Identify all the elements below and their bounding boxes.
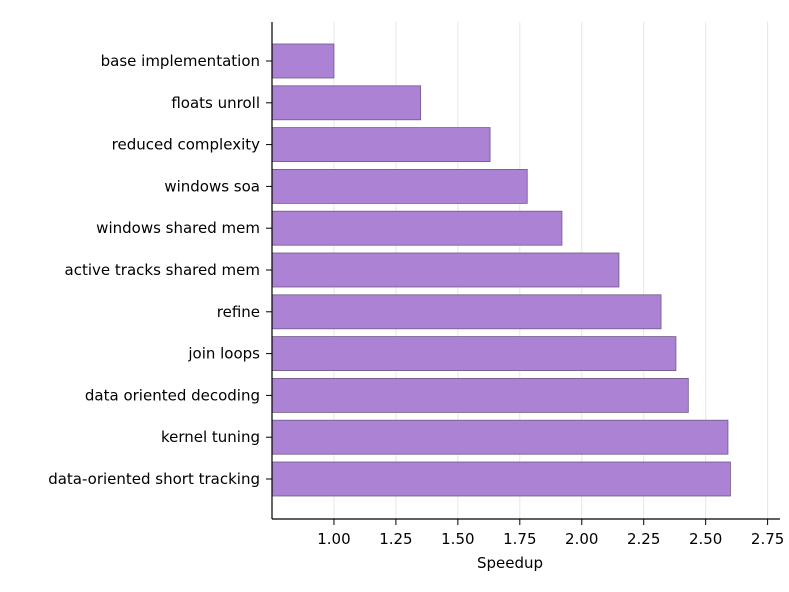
x-tick-label: 1.75 [503, 530, 536, 548]
x-tick-label: 1.00 [317, 530, 350, 548]
category-label: reduced complexity [112, 136, 260, 154]
bar [271, 461, 731, 497]
x-axis-title: Speedup [477, 554, 543, 572]
x-tick-label: 2.50 [689, 530, 722, 548]
bar [271, 85, 422, 121]
category-label: base implementation [101, 52, 260, 70]
category-label: data-oriented short tracking [48, 470, 260, 488]
bar [271, 168, 528, 204]
bar [271, 419, 729, 455]
category-label: windows shared mem [96, 219, 260, 237]
bar [271, 294, 662, 330]
bar [271, 377, 689, 413]
bar [271, 252, 620, 288]
category-label: floats unroll [171, 94, 260, 112]
bars [271, 43, 731, 497]
x-tick-label: 2.00 [565, 530, 598, 548]
category-label: refine [217, 303, 260, 321]
category-label: kernel tuning [161, 428, 260, 446]
x-tick-label: 1.25 [379, 530, 412, 548]
x-ticks: 1.00 1.25 1.50 1.75 2.00 2.25 2.50 2.75 [266, 60, 784, 548]
x-tick-label: 2.75 [751, 530, 784, 548]
bar [271, 210, 563, 246]
category-label: active tracks shared mem [65, 261, 260, 279]
category-labels: base implementation floats unroll reduced … [48, 52, 260, 488]
category-label: windows soa [164, 177, 260, 195]
bar [271, 336, 677, 372]
category-label: data oriented decoding [85, 386, 260, 404]
category-label: join loops [187, 345, 260, 363]
x-tick-label: 2.25 [627, 530, 660, 548]
bar [271, 43, 335, 79]
x-tick-label: 1.50 [441, 530, 474, 548]
bar [271, 127, 491, 162]
